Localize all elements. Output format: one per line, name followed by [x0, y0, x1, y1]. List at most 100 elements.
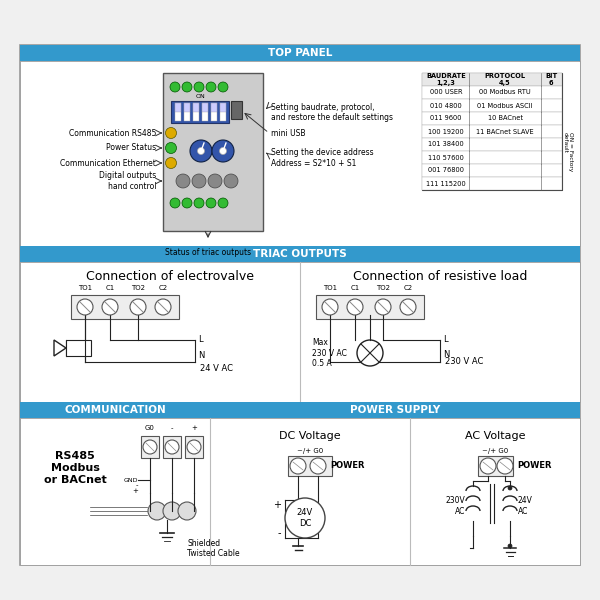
Bar: [20, 45, 580, 565]
Bar: [478, 456, 513, 476]
Text: TO1: TO1: [78, 285, 92, 291]
Circle shape: [143, 440, 157, 454]
Text: +: +: [273, 500, 281, 510]
Bar: [175, 103, 181, 121]
Text: DC Voltage: DC Voltage: [279, 431, 341, 441]
Bar: [20, 418, 580, 565]
Text: 01 Modbus ASCII: 01 Modbus ASCII: [477, 103, 533, 109]
Circle shape: [102, 299, 118, 315]
Text: POWER: POWER: [517, 461, 551, 470]
Text: N: N: [443, 350, 449, 359]
Circle shape: [508, 544, 512, 548]
Circle shape: [480, 458, 496, 474]
Circle shape: [322, 299, 338, 315]
Bar: [211, 103, 217, 112]
Text: ~/+ G0: ~/+ G0: [297, 448, 323, 454]
Circle shape: [206, 82, 216, 92]
Bar: [211, 103, 217, 121]
Bar: [185, 436, 203, 458]
Text: 00 Modbus RTU: 00 Modbus RTU: [479, 89, 531, 95]
Bar: [66, 340, 91, 356]
Circle shape: [178, 502, 196, 520]
Bar: [20, 45, 580, 61]
Bar: [288, 456, 332, 476]
Circle shape: [182, 82, 192, 92]
Text: C2: C2: [403, 285, 413, 291]
Circle shape: [206, 198, 216, 208]
Bar: [422, 99, 562, 112]
Text: +: +: [132, 488, 138, 494]
Circle shape: [197, 148, 205, 154]
Circle shape: [508, 486, 512, 490]
Bar: [141, 436, 159, 458]
Text: POWER: POWER: [330, 461, 365, 470]
Bar: [220, 103, 226, 121]
Text: Communication RS485: Communication RS485: [68, 128, 156, 137]
Text: 111 115200: 111 115200: [426, 181, 466, 187]
Text: 110 57600: 110 57600: [428, 154, 464, 160]
Text: 001 76800: 001 76800: [428, 167, 464, 173]
Text: 230V
AC: 230V AC: [445, 496, 465, 515]
Bar: [422, 73, 562, 190]
Text: Connection of resistive load: Connection of resistive load: [353, 269, 527, 283]
Circle shape: [285, 498, 325, 538]
Text: L: L: [443, 335, 448, 344]
Text: Shielded
Twisted Cable: Shielded Twisted Cable: [187, 539, 239, 559]
Text: +: +: [191, 425, 197, 431]
Circle shape: [166, 157, 176, 169]
Text: Connection of electrovalve: Connection of electrovalve: [86, 269, 254, 283]
Bar: [316, 295, 424, 319]
Circle shape: [155, 299, 171, 315]
Bar: [184, 103, 190, 121]
Circle shape: [166, 142, 176, 154]
Text: BAUDRATE
1,2,3: BAUDRATE 1,2,3: [426, 73, 466, 86]
Text: C2: C2: [158, 285, 167, 291]
Text: -: -: [136, 482, 138, 488]
Circle shape: [400, 299, 416, 315]
Text: 10 BACnet: 10 BACnet: [487, 115, 523, 121]
Text: PROTOCOL
4,5: PROTOCOL 4,5: [484, 73, 526, 86]
Text: BIT
6: BIT 6: [545, 73, 557, 86]
Bar: [171, 101, 229, 123]
Bar: [20, 402, 580, 418]
Text: TOP PANEL: TOP PANEL: [268, 48, 332, 58]
Circle shape: [224, 174, 238, 188]
Circle shape: [212, 140, 234, 162]
Circle shape: [347, 299, 363, 315]
Text: -: -: [277, 528, 281, 538]
Text: N: N: [198, 351, 205, 360]
Text: 24V
DC: 24V DC: [297, 508, 313, 528]
Bar: [422, 151, 562, 164]
Text: C1: C1: [106, 285, 115, 291]
Circle shape: [77, 299, 93, 315]
Circle shape: [194, 82, 204, 92]
Bar: [220, 103, 226, 112]
Circle shape: [290, 458, 306, 474]
Circle shape: [163, 502, 181, 520]
Text: 010 4800: 010 4800: [430, 103, 462, 109]
Text: Status of triac outputs: Status of triac outputs: [165, 248, 251, 257]
Circle shape: [194, 198, 204, 208]
Bar: [175, 103, 181, 112]
Text: TRIAC OUTPUTS: TRIAC OUTPUTS: [253, 249, 347, 259]
Circle shape: [187, 440, 201, 454]
Bar: [422, 86, 562, 99]
Text: ~/+ G0: ~/+ G0: [482, 448, 508, 454]
Text: 11 BACnet SLAVE: 11 BACnet SLAVE: [476, 128, 534, 134]
Text: TO1: TO1: [323, 285, 337, 291]
Bar: [71, 295, 179, 319]
Text: GND: GND: [124, 478, 138, 482]
Bar: [422, 73, 562, 86]
Text: Communication Ethernet: Communication Ethernet: [60, 158, 156, 167]
Circle shape: [165, 440, 179, 454]
Text: 24V
AC: 24V AC: [518, 496, 533, 515]
Circle shape: [218, 82, 228, 92]
Text: Digital outputs
hand control: Digital outputs hand control: [99, 172, 156, 191]
Text: Power Status: Power Status: [106, 143, 156, 152]
Circle shape: [190, 140, 212, 162]
Bar: [193, 103, 199, 121]
Bar: [231, 101, 242, 119]
Text: TO2: TO2: [131, 285, 145, 291]
Circle shape: [218, 198, 228, 208]
Text: RS485
Modbus
or BACnet: RS485 Modbus or BACnet: [44, 451, 106, 485]
